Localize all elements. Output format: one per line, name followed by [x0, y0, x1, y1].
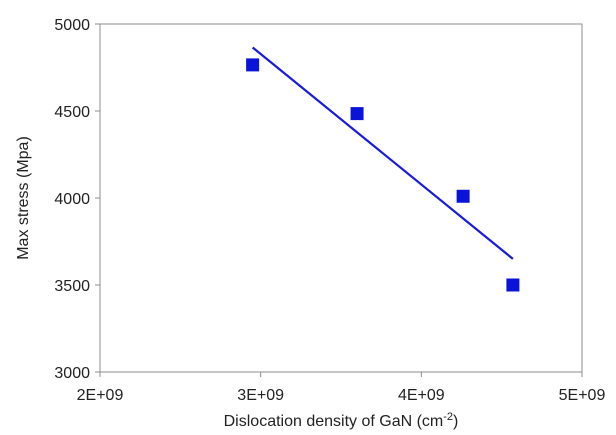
trendline [251, 46, 514, 260]
plot-area [99, 23, 583, 373]
y-tick-label: 3000 [54, 365, 90, 382]
data-point-square [456, 189, 470, 203]
y-tick-label: 5000 [54, 17, 90, 34]
y-tick-label: 4500 [54, 104, 90, 121]
y-tick-label: 3500 [54, 278, 90, 295]
x-axis: 2E+09 3E+09 4E+09 5E+09 [77, 372, 606, 404]
y-axis-label: Max stress (Mpa) [15, 136, 32, 260]
data-point-square [350, 107, 364, 121]
data-point-square [506, 278, 520, 292]
x-axis-label: Dislocation density of GaN (cm-2) [224, 411, 459, 430]
data-points [246, 58, 520, 292]
x-tick-label: 4E+09 [398, 387, 445, 404]
x-tick-label: 2E+09 [77, 387, 124, 404]
x-tick-label: 5E+09 [559, 387, 606, 404]
x-tick-label: 3E+09 [237, 387, 284, 404]
data-point-square [246, 58, 260, 72]
y-axis: 3000 3500 4000 4500 5000 [54, 17, 100, 382]
y-tick-label: 4000 [54, 191, 90, 208]
